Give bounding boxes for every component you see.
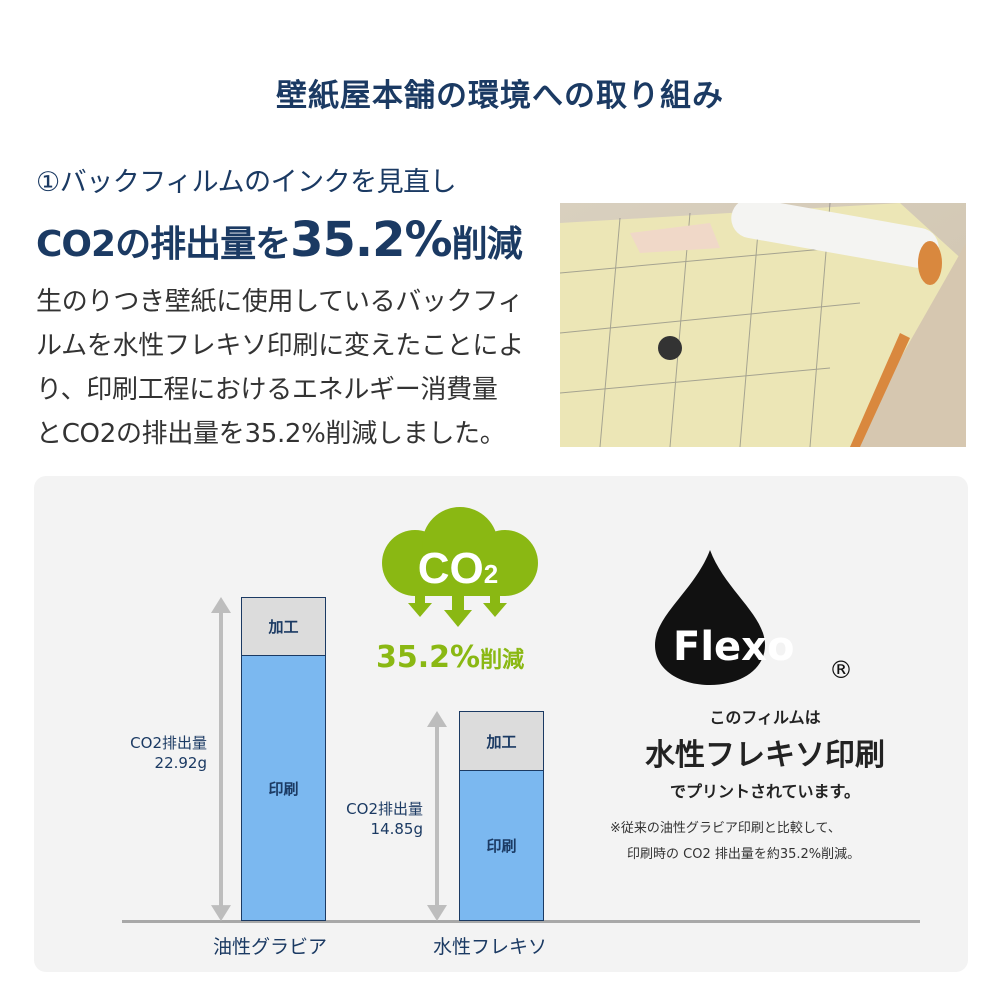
bar-value-label: CO2排出量 14.85g	[346, 800, 423, 839]
flexo-line2: 水性フレキソ印刷	[645, 738, 885, 773]
co2-label: CO2	[418, 544, 498, 593]
section-body: 生のりつき壁紙に使用しているバックフィ ルムを水性フレキソ印刷に変えたことによ …	[36, 280, 536, 456]
headline-value: 35.2%	[290, 212, 453, 268]
reduction-text: 35.2%削減	[376, 640, 525, 675]
headline-pre: CO2の排出量を	[36, 224, 291, 265]
flexo-note1: ※従来の油性グラビア印刷と比較して、	[610, 821, 841, 836]
co2-cloud-icon: CO2	[382, 507, 538, 627]
page-title: 壁紙屋本舗の環境への取り組み	[276, 78, 724, 114]
product-photo	[560, 203, 966, 447]
chart-baseline	[122, 920, 920, 923]
category-label: 油性グラビア	[212, 936, 327, 958]
body-line: 生のりつき壁紙に使用しているバックフィ	[36, 287, 524, 317]
bar-segment-insatsu: 印刷	[459, 769, 544, 921]
double-arrow-icon	[427, 711, 447, 921]
bar-segment-kakou: 加工	[241, 596, 326, 657]
bar-segment-insatsu: 印刷	[241, 655, 326, 921]
flexo-drop-logo: Flexo ®	[655, 550, 853, 685]
svg-text:®: ®	[829, 656, 853, 684]
bar-value-label: CO2排出量 22.92g	[130, 734, 207, 773]
flexo-line3: でプリントされています。	[670, 782, 860, 801]
double-arrow-icon	[211, 596, 231, 921]
section-subtitle: ①バックフィルムのインクを見直し	[36, 167, 457, 198]
body-line: ルムを水性フレキソ印刷に変えたことによ	[36, 331, 524, 361]
bar-segment-kakou: 加工	[459, 711, 544, 772]
section-headline: CO2の排出量を35.2%削減	[36, 212, 523, 268]
body-line: り、印刷工程におけるエネルギー消費量	[36, 375, 498, 405]
category-label: 水性フレキソ	[432, 936, 547, 958]
body-line: とCO2の排出量を35.2%削減しました。	[36, 419, 506, 449]
flexo-line1: このフィルムは	[709, 708, 821, 727]
flexo-note2: 印刷時の CO2 排出量を約35.2%削減。	[627, 847, 861, 862]
headline-post: 削減	[451, 224, 523, 265]
svg-text:Flexo: Flexo	[673, 624, 794, 670]
